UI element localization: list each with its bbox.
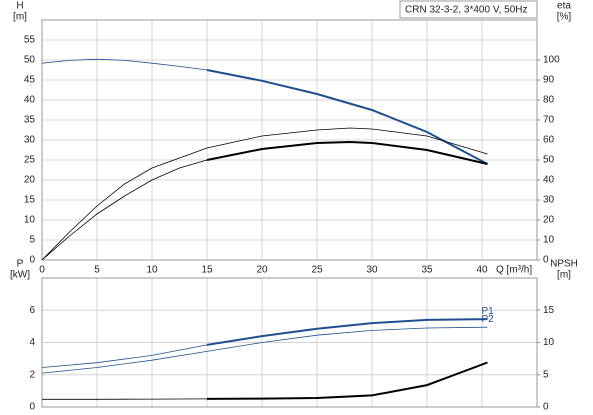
- y-tick-label: 35: [24, 115, 36, 126]
- y-tick-label: 50: [24, 55, 36, 66]
- y2-tick-label: 50: [543, 155, 555, 166]
- curve-label: P1: [482, 306, 495, 317]
- y2-tick-label: 20: [543, 215, 555, 226]
- curve: [41, 58, 208, 71]
- curve: [41, 344, 208, 368]
- y2-tick-label: 70: [543, 115, 555, 126]
- y2-axis-label: eta: [557, 1, 571, 12]
- y-tick-label: 40: [24, 95, 36, 106]
- y-tick-label: 30: [24, 135, 36, 146]
- x-tick-label: 40: [476, 265, 488, 276]
- y2-tick-label: 40: [543, 175, 555, 186]
- curve: [41, 159, 208, 261]
- curve: [41, 127, 488, 261]
- x-tick-label: 0: [39, 265, 45, 276]
- curve-label: P2: [482, 314, 495, 325]
- curve: [206, 361, 488, 400]
- curve: [206, 318, 488, 346]
- chart-title: CRN 32-3-2, 3*400 V, 50Hz: [405, 5, 527, 16]
- x-tick-label: 35: [421, 265, 433, 276]
- y-tick-label: 45: [24, 75, 36, 86]
- y-tick-label: 25: [24, 155, 36, 166]
- y-axis-unit: [kW]: [10, 270, 30, 281]
- x-axis-label: Q [m³/h]: [496, 265, 532, 276]
- y2-tick-label: 30: [543, 195, 555, 206]
- y-tick-label: 55: [24, 35, 36, 46]
- y2-tick-label: 100: [543, 55, 560, 66]
- y2-tick-label: 90: [543, 75, 555, 86]
- y2-tick-label: 0: [543, 255, 549, 266]
- x-tick-label: 5: [94, 265, 100, 276]
- y-tick-label: 5: [29, 235, 35, 246]
- x-tick-label: 30: [366, 265, 378, 276]
- title-box: [399, 0, 538, 19]
- y-tick-label: 2: [29, 369, 35, 380]
- curve: [206, 140, 488, 165]
- curve: [206, 69, 488, 165]
- x-tick-label: 15: [201, 265, 213, 276]
- plot-frame: [41, 277, 538, 408]
- y2-axis-unit: [%]: [557, 12, 572, 23]
- y-tick-label: 15: [24, 195, 36, 206]
- y-axis-label: H: [16, 1, 23, 12]
- curve: [41, 326, 488, 374]
- plot-frame: [41, 19, 538, 261]
- y-tick-label: 10: [24, 215, 36, 226]
- y2-axis-unit: [m]: [557, 270, 571, 281]
- x-tick-label: 20: [256, 265, 268, 276]
- y2-tick-label: 60: [543, 135, 555, 146]
- y2-tick-label: 10: [543, 235, 555, 246]
- y2-axis-label: NPSH: [550, 259, 578, 270]
- y-tick-label: 0: [29, 255, 35, 266]
- x-tick-label: 25: [311, 265, 323, 276]
- y-tick-label: 20: [24, 175, 36, 186]
- y2-tick-label: 5: [543, 369, 549, 380]
- y2-tick-label: 15: [543, 305, 555, 316]
- y-tick-label: 4: [29, 337, 35, 348]
- y2-tick-label: 80: [543, 95, 555, 106]
- y2-tick-label: 0: [543, 402, 549, 413]
- y-tick-label: 6: [29, 305, 35, 316]
- y-tick-label: 0: [29, 402, 35, 413]
- x-tick-label: 10: [146, 265, 158, 276]
- y-axis-unit: [m]: [13, 12, 27, 23]
- y2-tick-label: 10: [543, 337, 555, 348]
- y-axis-label: P: [17, 259, 24, 270]
